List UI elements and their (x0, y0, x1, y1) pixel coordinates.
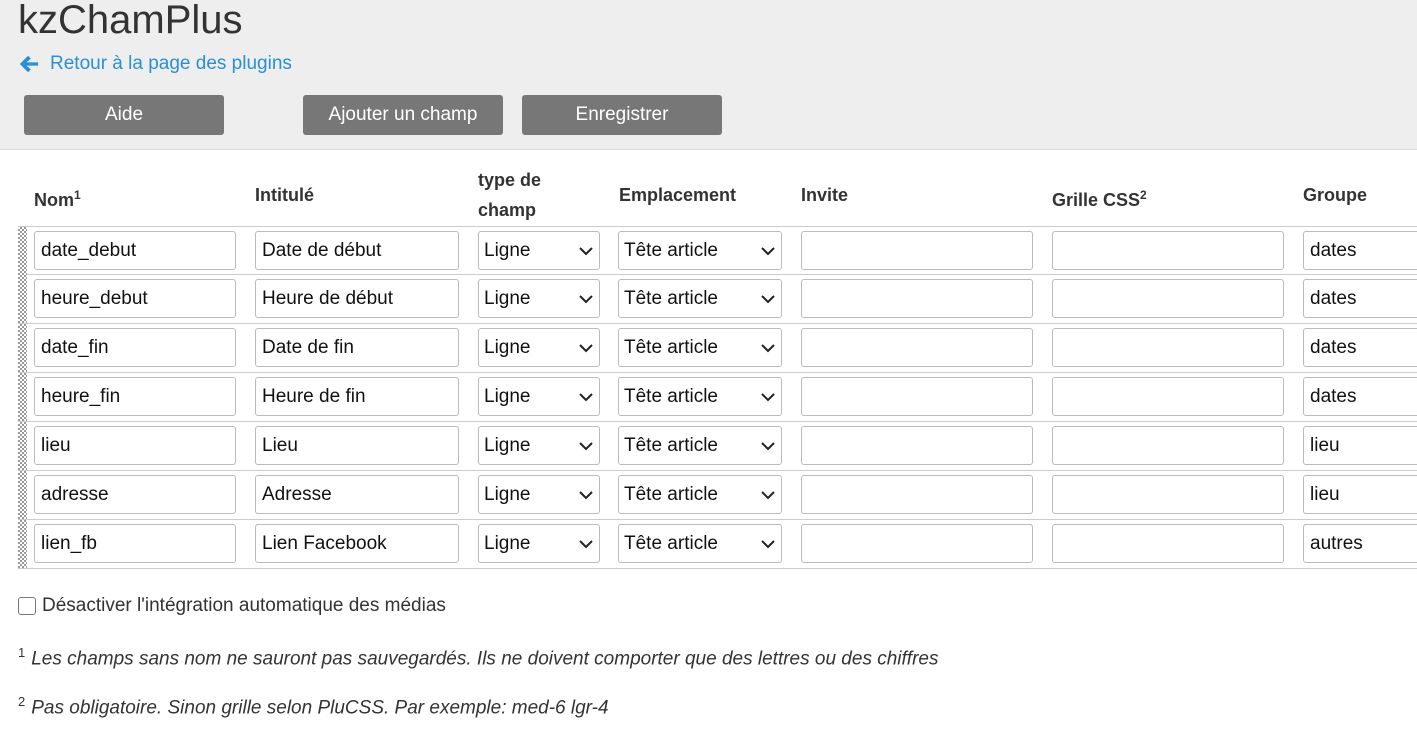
prompt-input[interactable] (801, 524, 1033, 563)
chevron-down-icon (761, 490, 775, 499)
footnote-2: 2 Pas obligatoire. Sinon grille selon Plu… (18, 694, 609, 719)
name-input[interactable]: lieu (34, 426, 236, 465)
column-header-label: Intitulé (255, 185, 314, 205)
chevron-down-icon (579, 490, 593, 499)
location-select[interactable]: Tête article (618, 475, 782, 514)
chevron-down-icon (761, 539, 775, 548)
type-select[interactable]: Ligne (478, 231, 600, 270)
chevron-down-icon (579, 441, 593, 450)
disable-media-option[interactable]: Désactiver l'intégration automatique des… (18, 595, 446, 617)
label-input[interactable]: Heure de fin (255, 377, 459, 416)
table-row: lien_fb Lien Facebook Ligne Tête article aut… (18, 520, 1417, 569)
drag-handle[interactable] (18, 227, 27, 275)
back-link-label: Retour à la page des plugins (50, 53, 292, 74)
grid-input[interactable] (1052, 426, 1284, 465)
table-row: heure_fin Heure de fin Ligne Tête article da… (18, 373, 1417, 422)
group-input[interactable]: dates (1303, 328, 1417, 367)
prompt-input[interactable] (801, 328, 1033, 367)
location-select[interactable]: Tête article (618, 279, 782, 318)
column-header-grid: Grille CSS2 (1052, 188, 1147, 210)
prompt-input[interactable] (801, 426, 1033, 465)
grid-input[interactable] (1052, 279, 1284, 318)
chevron-down-icon (761, 246, 775, 255)
footnote-1: 1 Les champs sans nom ne sauront pas sauv… (18, 645, 939, 670)
chevron-down-icon (579, 246, 593, 255)
type-select[interactable]: Ligne (478, 377, 600, 416)
page-title: kzChamPlus (18, 0, 243, 42)
table-row: date_debut Date de début Ligne Tête article… (18, 226, 1417, 275)
table-row: heure_debut Heure de début Ligne Tête artic… (18, 275, 1417, 324)
column-header-group: Groupe (1303, 185, 1368, 205)
label-input[interactable]: Heure de début (255, 279, 459, 318)
disable-media-label: Désactiver l'intégration automatique des… (42, 595, 446, 616)
label-input[interactable]: Date de fin (255, 328, 459, 367)
label-input[interactable]: Lieu (255, 426, 459, 465)
type-select[interactable]: Ligne (478, 328, 600, 367)
location-select[interactable]: Tête article (618, 524, 782, 563)
chevron-down-icon (579, 539, 593, 548)
prompt-input[interactable] (801, 377, 1033, 416)
name-input[interactable]: date_fin (34, 328, 236, 367)
name-input[interactable]: heure_debut (34, 279, 236, 318)
location-select[interactable]: Tête article (618, 426, 782, 465)
drag-handle[interactable] (18, 324, 27, 372)
chevron-down-icon (761, 294, 775, 303)
table-row: adresse Adresse Ligne Tête article lieu (18, 471, 1417, 520)
chevron-down-icon (761, 441, 775, 450)
arrow-left-icon (19, 55, 39, 73)
name-input[interactable]: adresse (34, 475, 236, 514)
grid-input[interactable] (1052, 524, 1284, 563)
type-select[interactable]: Ligne (478, 475, 600, 514)
name-input[interactable]: lien_fb (34, 524, 236, 563)
back-link[interactable]: Retour à la page des plugins (18, 53, 292, 75)
save-button[interactable]: Enregistrer (522, 95, 722, 135)
label-input[interactable]: Date de début (255, 231, 459, 270)
label-input[interactable]: Lien Facebook (255, 524, 459, 563)
column-header-prompt: Invite (801, 185, 849, 205)
type-select[interactable]: Ligne (478, 279, 600, 318)
chevron-down-icon (579, 343, 593, 352)
label-input[interactable]: Adresse (255, 475, 459, 514)
name-input[interactable]: date_debut (34, 231, 236, 270)
grid-input[interactable] (1052, 231, 1284, 270)
chevron-down-icon (579, 392, 593, 401)
grid-input[interactable] (1052, 328, 1284, 367)
location-select[interactable]: Tête article (618, 328, 782, 367)
location-select[interactable]: Tête article (618, 231, 782, 270)
group-input[interactable]: lieu (1303, 426, 1417, 465)
column-header-type: type de champ (478, 170, 542, 220)
chevron-down-icon (761, 392, 775, 401)
disable-media-checkbox[interactable] (18, 597, 36, 615)
type-select[interactable]: Ligne (478, 426, 600, 465)
help-button[interactable]: Aide (24, 95, 224, 135)
chevron-down-icon (579, 294, 593, 303)
drag-handle[interactable] (18, 422, 27, 470)
location-select[interactable]: Tête article (618, 377, 782, 416)
grid-input[interactable] (1052, 377, 1284, 416)
table-row: date_fin Date de fin Ligne Tête article date… (18, 324, 1417, 373)
chevron-down-icon (761, 343, 775, 352)
header-area: kzChamPlus Retour à la page des plugins … (0, 0, 1417, 150)
group-input[interactable]: autres (1303, 524, 1417, 563)
drag-handle[interactable] (18, 520, 27, 568)
column-header-location: Emplacement (619, 185, 737, 205)
grid-input[interactable] (1052, 475, 1284, 514)
group-input[interactable]: dates (1303, 377, 1417, 416)
group-input[interactable]: dates (1303, 279, 1417, 318)
group-input[interactable]: dates (1303, 231, 1417, 270)
add-field-button[interactable]: Ajouter un champ (303, 95, 503, 135)
drag-handle[interactable] (18, 471, 27, 519)
column-header-name: Nom1 (34, 188, 81, 210)
group-input[interactable]: lieu (1303, 475, 1417, 514)
prompt-input[interactable] (801, 475, 1033, 514)
table-row: lieu Lieu Ligne Tête article lieu (18, 422, 1417, 471)
drag-handle[interactable] (18, 373, 27, 421)
type-select[interactable]: Ligne (478, 524, 600, 563)
drag-handle[interactable] (18, 275, 27, 323)
name-input[interactable]: heure_fin (34, 377, 236, 416)
prompt-input[interactable] (801, 231, 1033, 270)
prompt-input[interactable] (801, 279, 1033, 318)
